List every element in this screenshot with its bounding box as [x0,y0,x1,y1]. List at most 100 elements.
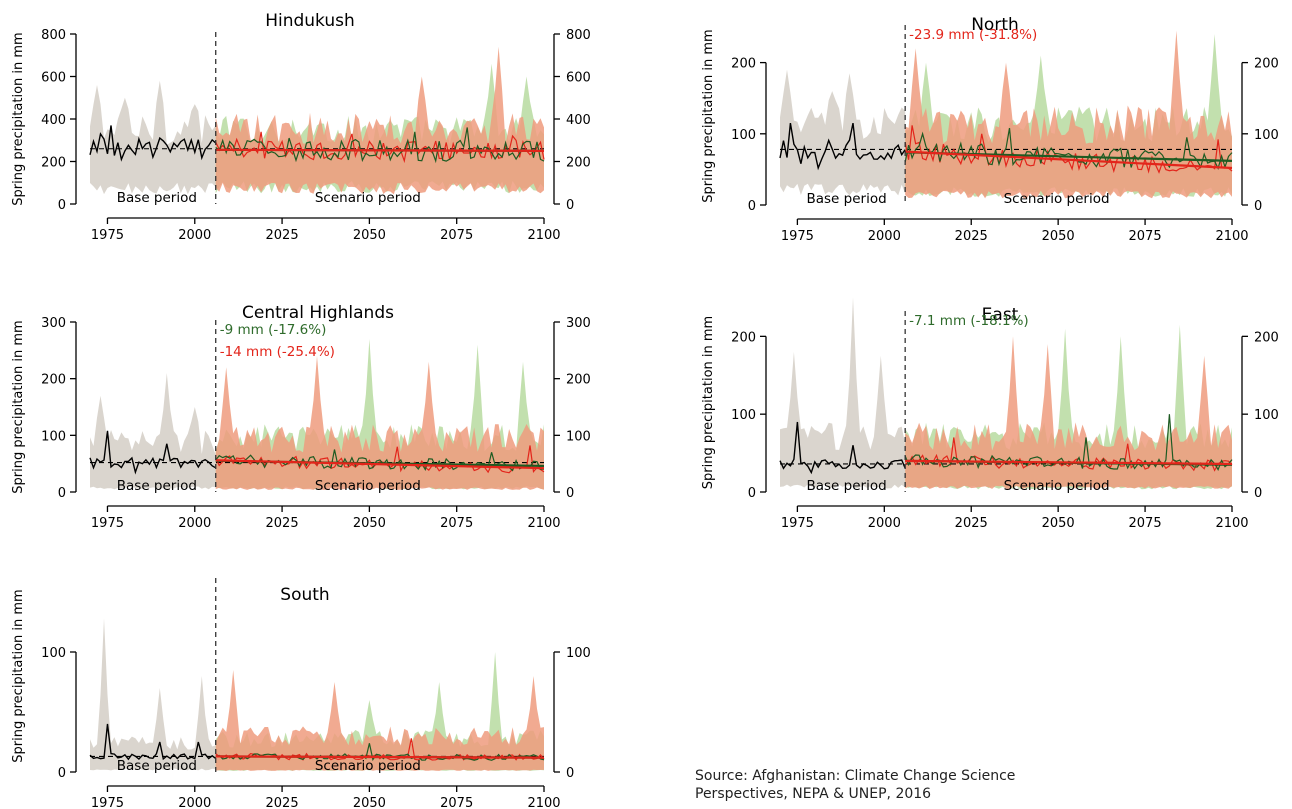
rcp85-band [215,46,544,195]
y-tick-label-right: 600 [566,71,591,86]
x-tick-label: 2050 [1042,516,1075,531]
y-tick-label-left: 0 [58,486,66,501]
x-tick-label: 2100 [527,228,560,243]
observed-line [89,723,217,761]
base-period-band [90,373,216,490]
x-tick-label: 2075 [440,516,473,531]
rcp85-band [215,356,544,490]
y-axis-label: Spring precipitation in mm [701,316,716,489]
y-tick-label-left: 200 [41,156,66,171]
rcp85-trend-line [215,459,545,470]
x-tick-label: 2000 [178,516,211,531]
x-tick-label: 2025 [266,516,299,531]
x-tick-label: 2075 [440,228,473,243]
x-tick-label: 2050 [353,796,386,809]
y-tick-label-right: 0 [566,486,574,501]
scenario-period-label: Scenario period [315,758,421,774]
x-tick-label: 2000 [868,229,901,244]
source-caption: Source: Afghanistan: Climate Change Scie… [695,768,1016,802]
x-tick-label: 1975 [781,229,814,244]
x-tick-label: 2100 [1215,229,1248,244]
rcp85-line [215,131,545,164]
y-tick-label-right: 0 [566,766,574,781]
y-tick-label-left: 200 [731,330,756,345]
x-tick-label: 2025 [955,516,988,531]
y-tick-label-right: 200 [1254,57,1279,72]
base-period-band [90,80,216,195]
y-tick-label-right: 0 [1254,486,1262,501]
y-tick-label-left: 0 [748,199,756,214]
rcp85-band [215,670,544,771]
scenario-period-label: Scenario period [315,190,421,206]
y-tick-label-left: 800 [41,28,66,43]
y-tick-label-right: 200 [1254,330,1279,345]
observed-line [779,421,906,475]
x-tick-label: 2025 [266,228,299,243]
y-tick-label-left: 200 [731,57,756,72]
y-tick-label-left: 100 [731,408,756,423]
panel-title: East [982,305,1019,325]
y-tick-label-left: 100 [731,128,756,143]
y-tick-label-left: 0 [58,766,66,781]
panel-title: North [971,15,1019,35]
base-period-label: Base period [117,190,197,206]
x-tick-label: 2000 [868,516,901,531]
y-tick-label-right: 200 [566,373,591,388]
panel-title: Hindukush [265,11,355,31]
x-tick-label: 2075 [440,796,473,809]
change-annotation-red: -23.9 mm (-31.8%) [909,27,1037,43]
y-tick-label-left: 100 [41,646,66,661]
rcp45-line [904,414,1233,471]
x-tick-label: 1975 [91,516,124,531]
observed-line [89,430,217,475]
x-tick-label: 2100 [527,516,560,531]
y-tick-label-right: 0 [566,198,574,213]
rcp85-trend-line [215,755,545,759]
y-axis-label: Spring precipitation in mm [11,589,26,762]
y-tick-label-left: 200 [41,373,66,388]
x-tick-label: 2075 [1129,229,1162,244]
change-annotation-red: -14 mm (-25.4%) [220,344,335,360]
y-tick-label-left: 100 [41,429,66,444]
x-tick-label: 1975 [91,796,124,809]
y-tick-label-right: 400 [566,113,591,128]
base-period-label: Base period [117,478,197,494]
observed-line [779,122,906,171]
x-tick-label: 1975 [781,516,814,531]
y-axis-label: Spring precipitation in mm [701,29,716,202]
y-tick-label-right: 100 [566,429,591,444]
y-tick-label-right: 100 [1254,128,1279,143]
scenario-period-label: Scenario period [315,478,421,494]
x-tick-label: 1975 [91,228,124,243]
rcp85-trend-line [905,150,1233,170]
rcp45-line [215,743,545,762]
x-tick-label: 2100 [527,796,560,809]
x-tick-label: 2000 [178,796,211,809]
scenario-period-label: Scenario period [1004,478,1110,494]
base-period-label: Base period [806,191,886,207]
scenario-period-label: Scenario period [1004,191,1110,207]
change-annotation-green: -9 mm (-17.6%) [220,322,327,338]
x-tick-label: 2050 [1042,229,1075,244]
x-tick-label: 2075 [1129,516,1162,531]
rcp85-trend-line [905,459,1233,466]
panel-central-highlands: 1975 2000 2025 2050 2075 2100 0 0 100 100 200 200 30… [11,303,591,531]
x-tick-label: 2025 [955,229,988,244]
y-tick-label-left: 300 [41,316,66,331]
base-period-band [780,297,906,489]
x-tick-label: 2100 [1215,516,1248,531]
panel-title: Central Highlands [242,303,394,323]
y-tick-label-right: 0 [1254,199,1262,214]
base-period-label: Base period [117,758,197,774]
base-period-label: Base period [806,478,886,494]
panel-title: South [280,585,329,605]
rcp85-trend-line [215,148,545,152]
base-period-band [780,69,906,196]
y-tick-label-left: 600 [41,71,66,86]
y-tick-label-right: 100 [566,646,591,661]
change-annotation-green: -7.1 mm (-18.1%) [909,313,1029,329]
y-tick-label-left: 0 [58,198,66,213]
panel-south: 1975 2000 2025 2050 2075 2100 0 0 100 100 Spring p… [11,578,591,809]
y-tick-label-right: 300 [566,316,591,331]
